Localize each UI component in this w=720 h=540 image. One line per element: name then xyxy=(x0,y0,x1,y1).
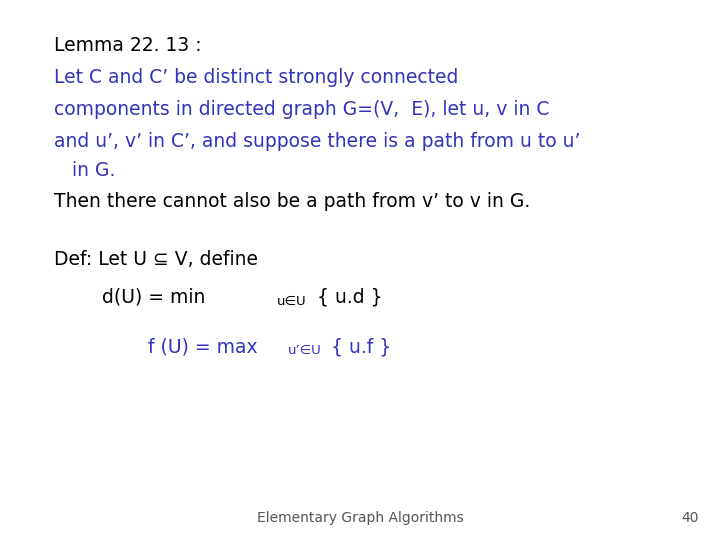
Text: components in directed graph G=(V,  E), let u, v in C: components in directed graph G=(V, E), l… xyxy=(54,100,549,119)
Text: 40: 40 xyxy=(681,511,698,525)
Text: { u.f }: { u.f } xyxy=(331,337,392,356)
Text: Let C and C’ be distinct strongly connected: Let C and C’ be distinct strongly connec… xyxy=(54,68,459,87)
Text: Elementary Graph Algorithms: Elementary Graph Algorithms xyxy=(256,511,464,525)
Text: and u’, v’ in C’, and suppose there is a path from u to u’: and u’, v’ in C’, and suppose there is a… xyxy=(54,132,580,151)
Text: f (U) = max: f (U) = max xyxy=(148,337,264,356)
Text: u∈U: u∈U xyxy=(277,295,307,308)
Text: Def: Let U ⊆ V, define: Def: Let U ⊆ V, define xyxy=(54,249,258,269)
Text: u’∈U: u’∈U xyxy=(288,345,322,357)
Text: Lemma 22. 13 :: Lemma 22. 13 : xyxy=(54,36,202,56)
Text: { u.d }: { u.d } xyxy=(317,287,382,307)
Text: in G.: in G. xyxy=(54,160,115,180)
Text: d(U) = min: d(U) = min xyxy=(54,287,212,307)
Text: Then there cannot also be a path from v’ to v in G.: Then there cannot also be a path from v’… xyxy=(54,192,530,212)
